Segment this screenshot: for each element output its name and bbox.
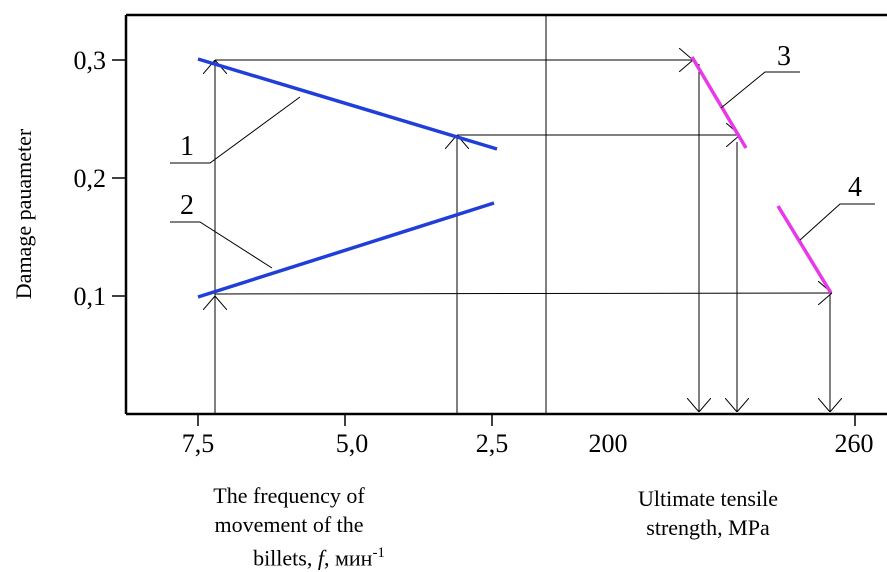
plot-frame xyxy=(124,13,887,416)
leader-1 xyxy=(170,96,301,164)
left-x-axis-title-line2: movement of the xyxy=(214,512,364,537)
series-4-label: 4 xyxy=(848,172,862,203)
unit-exponent: -1 xyxy=(372,545,385,561)
series-4-line xyxy=(776,205,833,294)
leader-4 xyxy=(799,203,875,241)
frequency-unit: , мин xyxy=(323,545,373,571)
y-tick-label: 0,3 xyxy=(74,46,107,75)
leader-2 xyxy=(170,221,273,269)
x-tick-label: 260 xyxy=(835,429,874,458)
series-3-line xyxy=(690,56,748,149)
right-x-axis-title-line1: Ultimate tensile xyxy=(638,486,778,511)
series-2-label: 2 xyxy=(180,190,194,221)
series xyxy=(197,56,833,299)
y-tick-label: 0,2 xyxy=(74,164,107,193)
x-tick-label: 7,5 xyxy=(182,429,215,458)
y-axis-title: Damage pauameter xyxy=(11,128,36,299)
right-x-axis-title-line2: strength, MPa xyxy=(646,515,770,540)
series-1-line xyxy=(197,57,498,151)
y-ticks: 0,3 0,2 0,1 xyxy=(74,46,126,311)
arrows xyxy=(215,60,832,414)
x-ticks: 7,5 5,0 2,5 200 260 xyxy=(182,414,874,458)
series-3-label: 3 xyxy=(777,41,791,72)
series-2-line xyxy=(197,201,495,299)
x-tick-label: 200 xyxy=(589,429,628,458)
x-tick-label: 2,5 xyxy=(476,429,509,458)
series-labels: 1 2 3 4 xyxy=(180,41,862,221)
y-tick-label: 0,1 xyxy=(74,282,107,311)
right-x-axis-title: Ultimate tensile strength, MPa xyxy=(598,484,818,542)
leaders xyxy=(170,71,875,269)
arrow-right-bottom xyxy=(214,293,832,294)
x-tick-label: 5,0 xyxy=(336,429,369,458)
left-x-axis-title: The frequency of movement of the billets… xyxy=(168,481,410,572)
leader-3 xyxy=(720,71,800,109)
series-1-label: 1 xyxy=(180,131,194,162)
left-x-axis-title-line3: billets, f, мин-1 xyxy=(168,539,410,572)
left-x-axis-title-line1: The frequency of xyxy=(213,483,365,508)
frequency-symbol: f xyxy=(317,545,324,571)
billets-text: billets, xyxy=(253,545,313,571)
